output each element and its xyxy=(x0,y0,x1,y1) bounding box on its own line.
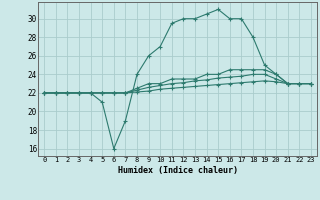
X-axis label: Humidex (Indice chaleur): Humidex (Indice chaleur) xyxy=(118,166,238,175)
